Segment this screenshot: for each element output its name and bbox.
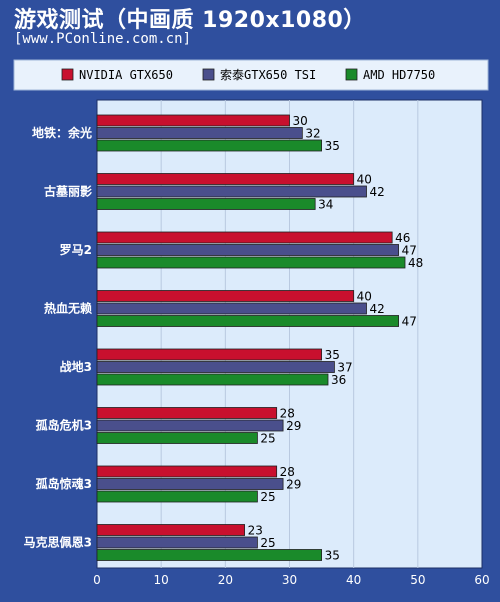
legend-swatch bbox=[61, 68, 74, 81]
value-label: 35 bbox=[325, 549, 340, 563]
bar bbox=[96, 256, 406, 269]
value-label: 37 bbox=[337, 361, 352, 375]
bar bbox=[96, 244, 399, 256]
chart-subtitle: [www.PConline.com.cn] bbox=[14, 31, 192, 47]
value-label: 29 bbox=[286, 478, 301, 492]
bar bbox=[96, 173, 355, 185]
bar bbox=[96, 290, 355, 302]
bar bbox=[96, 432, 258, 444]
value-label: 30 bbox=[293, 114, 308, 128]
value-label: 25 bbox=[260, 490, 275, 504]
category-label: 战地3 bbox=[60, 359, 92, 374]
bar bbox=[96, 524, 245, 536]
value-labels: 3032354042344647484042473537362829252829… bbox=[248, 114, 424, 563]
bar bbox=[96, 361, 335, 373]
bar bbox=[96, 127, 303, 139]
bar bbox=[96, 302, 367, 315]
x-axis-ticks: 0 10 20 30 40 50 60 bbox=[93, 573, 489, 587]
tick-label: 0 bbox=[93, 573, 101, 587]
value-label: 28 bbox=[280, 465, 295, 479]
value-label: 42 bbox=[370, 185, 385, 199]
bar bbox=[96, 373, 329, 386]
category-label: 孤岛惊魂3 bbox=[36, 476, 92, 491]
bar bbox=[96, 465, 278, 478]
value-label: 32 bbox=[305, 127, 320, 141]
bar bbox=[96, 419, 284, 432]
value-label: 47 bbox=[402, 315, 417, 329]
value-label: 42 bbox=[370, 302, 385, 316]
tick-label: 10 bbox=[154, 573, 169, 587]
bars bbox=[96, 114, 406, 561]
value-label: 40 bbox=[357, 173, 372, 187]
bar bbox=[96, 536, 258, 549]
value-label: 47 bbox=[402, 244, 417, 258]
category-label: 罗马2 bbox=[60, 242, 92, 257]
value-label: 48 bbox=[408, 256, 423, 270]
legend-swatch bbox=[345, 68, 358, 81]
legend-label: NVIDIA GTX650 bbox=[79, 68, 173, 82]
value-label: 40 bbox=[357, 290, 372, 304]
value-label: 46 bbox=[395, 231, 410, 245]
bar bbox=[96, 315, 399, 327]
value-label: 35 bbox=[325, 348, 340, 362]
legend-swatch bbox=[202, 68, 215, 81]
bar bbox=[96, 198, 316, 210]
tick-label: 50 bbox=[410, 573, 425, 587]
bar bbox=[96, 348, 322, 361]
legend-label: AMD HD7750 bbox=[363, 68, 435, 82]
category-label: 地铁：余光 bbox=[32, 125, 92, 140]
value-label: 29 bbox=[286, 419, 301, 433]
bar bbox=[96, 490, 258, 503]
bar bbox=[96, 114, 290, 127]
value-label: 23 bbox=[248, 524, 263, 538]
bar bbox=[96, 185, 367, 198]
category-label: 孤岛危机3 bbox=[36, 418, 92, 433]
value-label: 25 bbox=[260, 432, 275, 446]
legend-label: 索泰GTX650 TSI bbox=[220, 68, 316, 82]
bar bbox=[96, 549, 322, 561]
category-label: 古墓丽影 bbox=[44, 184, 92, 199]
value-label: 36 bbox=[331, 373, 346, 387]
value-label: 34 bbox=[318, 198, 333, 212]
value-label: 25 bbox=[260, 536, 275, 550]
tick-label: 60 bbox=[474, 573, 489, 587]
category-label: 热血无赖 bbox=[44, 301, 92, 316]
bar bbox=[96, 478, 284, 490]
category-label: 马克思佩恩3 bbox=[24, 535, 92, 550]
legend: NVIDIA GTX650 索泰GTX650 TSI AMD HD7750 bbox=[61, 68, 435, 82]
tick-label: 30 bbox=[282, 573, 297, 587]
value-label: 35 bbox=[325, 139, 340, 153]
legend-box bbox=[13, 59, 489, 91]
bar bbox=[96, 139, 322, 152]
tick-label: 20 bbox=[218, 573, 233, 587]
tick-label: 40 bbox=[346, 573, 361, 587]
bar bbox=[96, 231, 393, 244]
bar bbox=[96, 407, 278, 419]
value-label: 28 bbox=[280, 407, 295, 421]
chart-title: 游戏测试（中画质 1920x1080） bbox=[14, 8, 366, 33]
